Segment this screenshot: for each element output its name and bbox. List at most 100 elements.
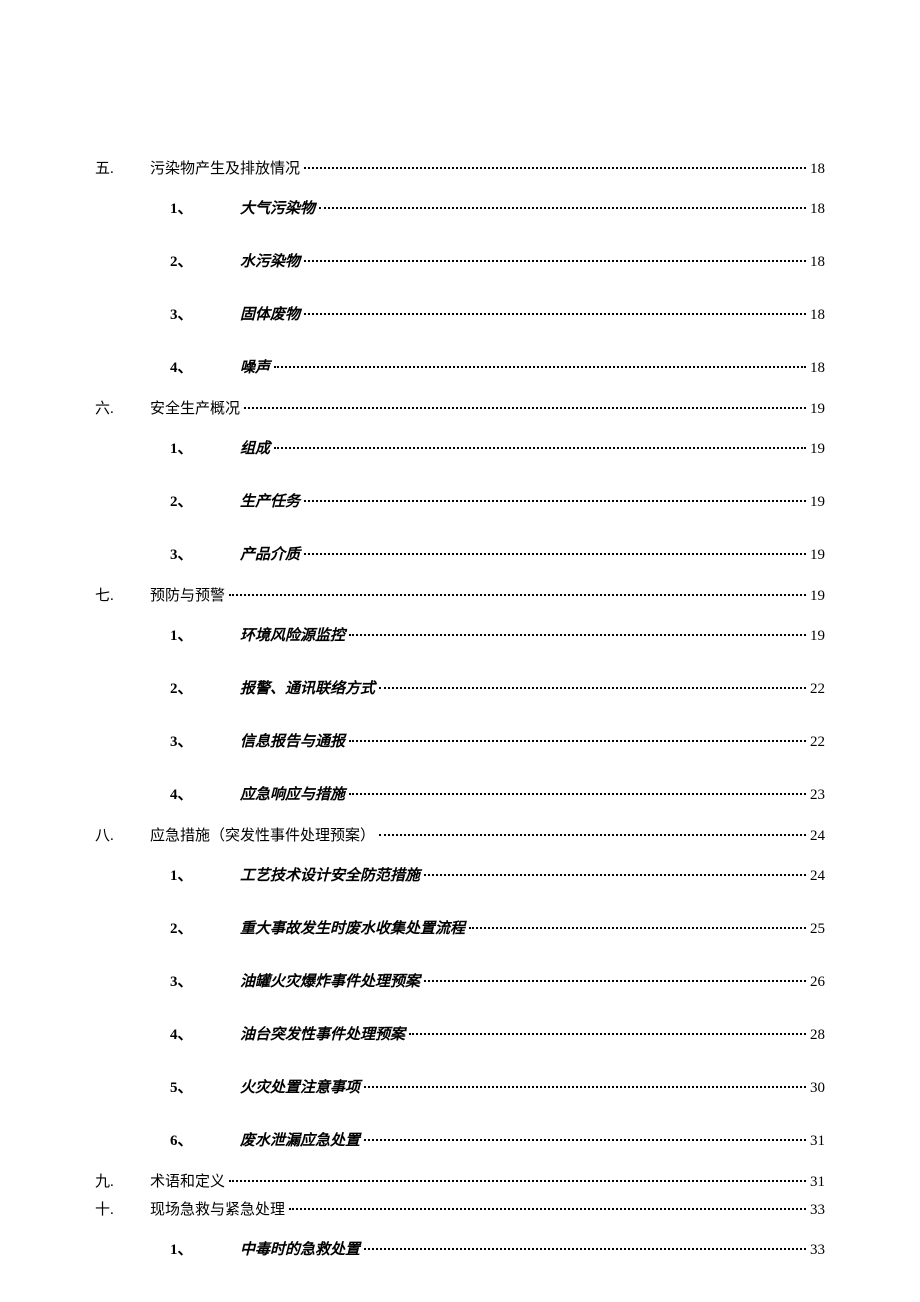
subsection-page: 19 bbox=[810, 423, 825, 476]
subsection-page: 25 bbox=[810, 903, 825, 956]
subsection-title: 中毒时的急救处置 bbox=[240, 1224, 360, 1277]
toc-subsection: 1、工艺技术设计安全防范措施 24 bbox=[170, 850, 825, 903]
subsection-page: 18 bbox=[810, 289, 825, 342]
section-page: 19 bbox=[810, 395, 825, 423]
subsection-title: 固体废物 bbox=[240, 289, 300, 342]
section-number: 五. bbox=[95, 155, 150, 183]
leader-dots bbox=[364, 1139, 806, 1141]
subsection-page: 31 bbox=[810, 1115, 825, 1168]
leader-dots bbox=[319, 207, 806, 209]
subsection-page: 19 bbox=[810, 610, 825, 663]
toc-section: 六.安全生产概况 19 bbox=[95, 395, 825, 423]
subsection-page: 22 bbox=[810, 716, 825, 769]
subsection-title: 油罐火灾爆炸事件处理预案 bbox=[240, 956, 420, 1009]
toc-section: 九.术语和定义31 bbox=[95, 1168, 825, 1196]
subsection-number: 1、 bbox=[170, 610, 240, 663]
section-number: 八. bbox=[95, 822, 150, 850]
toc-subsection: 3、固体废物 18 bbox=[170, 289, 825, 342]
leader-dots bbox=[289, 1208, 806, 1210]
subsection-page: 19 bbox=[810, 529, 825, 582]
leader-dots bbox=[349, 793, 806, 795]
leader-dots bbox=[424, 874, 806, 876]
subsection-title: 大气污染物 bbox=[240, 183, 315, 236]
toc-subsection: 4、噪声 18 bbox=[170, 342, 825, 395]
subsection-page: 26 bbox=[810, 956, 825, 1009]
subsection-number: 4、 bbox=[170, 342, 240, 395]
subsection-title: 环境风险源监控 bbox=[240, 610, 345, 663]
subsection-number: 2、 bbox=[170, 663, 240, 716]
leader-dots bbox=[364, 1248, 806, 1250]
section-title: 现场急救与紧急处理 bbox=[150, 1196, 285, 1224]
leader-dots bbox=[229, 1180, 806, 1182]
toc-subsection: 1、大气污染物18 bbox=[170, 183, 825, 236]
subsection-title: 组成 bbox=[240, 423, 270, 476]
subsection-number: 5、 bbox=[170, 1062, 240, 1115]
leader-dots bbox=[274, 366, 806, 368]
subsection-title: 噪声 bbox=[240, 342, 270, 395]
toc-subsection: 6、废水泄漏应急处置31 bbox=[170, 1115, 825, 1168]
toc-subsection: 3、油罐火灾爆炸事件处理预案 26 bbox=[170, 956, 825, 1009]
subsection-number: 1、 bbox=[170, 183, 240, 236]
leader-dots bbox=[364, 1086, 806, 1088]
toc-section: 十.现场急救与紧急处理 33 bbox=[95, 1196, 825, 1224]
subsection-page: 22 bbox=[810, 663, 825, 716]
leader-dots bbox=[469, 927, 806, 929]
subsection-number: 1、 bbox=[170, 850, 240, 903]
leader-dots bbox=[304, 167, 806, 169]
leader-dots bbox=[274, 447, 806, 449]
subsection-title: 工艺技术设计安全防范措施 bbox=[240, 850, 420, 903]
subsection-title: 信息报告与通报 bbox=[240, 716, 345, 769]
subsection-number: 2、 bbox=[170, 236, 240, 289]
section-page: 33 bbox=[810, 1196, 825, 1224]
subsection-number: 6、 bbox=[170, 1115, 240, 1168]
section-page: 24 bbox=[810, 822, 825, 850]
section-page: 31 bbox=[810, 1168, 825, 1196]
subsection-page: 18 bbox=[810, 342, 825, 395]
section-page: 19 bbox=[810, 582, 825, 610]
toc-subsection: 1、中毒时的急救处置 33 bbox=[170, 1224, 825, 1277]
subsection-page: 28 bbox=[810, 1009, 825, 1062]
toc-subsection: 4、应急响应与措施23 bbox=[170, 769, 825, 822]
table-of-contents: 五.污染物产生及排放情况181、大气污染物182、水污染物183、固体废物184… bbox=[95, 155, 825, 1277]
subsection-page: 18 bbox=[810, 236, 825, 289]
subsection-page: 30 bbox=[810, 1062, 825, 1115]
subsection-title: 产品介质 bbox=[240, 529, 300, 582]
subsection-title: 水污染物 bbox=[240, 236, 300, 289]
subsection-number: 3、 bbox=[170, 289, 240, 342]
leader-dots bbox=[349, 634, 806, 636]
section-title: 污染物产生及排放情况 bbox=[150, 155, 300, 183]
toc-subsection: 2、生产任务19 bbox=[170, 476, 825, 529]
section-title: 预防与预警 bbox=[150, 582, 225, 610]
leader-dots bbox=[304, 500, 806, 502]
subsection-number: 1、 bbox=[170, 1224, 240, 1277]
section-number: 十. bbox=[95, 1196, 150, 1224]
section-number: 七. bbox=[95, 582, 150, 610]
subsection-number: 4、 bbox=[170, 1009, 240, 1062]
subsection-title: 报警、通讯联络方式 bbox=[240, 663, 375, 716]
subsection-number: 2、 bbox=[170, 903, 240, 956]
toc-section: 五.污染物产生及排放情况 18 bbox=[95, 155, 825, 183]
toc-subsection: 4、油台突发性事件处理预案 28 bbox=[170, 1009, 825, 1062]
leader-dots bbox=[304, 553, 806, 555]
subsection-page: 33 bbox=[810, 1224, 825, 1277]
subsection-number: 3、 bbox=[170, 956, 240, 1009]
leader-dots bbox=[409, 1033, 806, 1035]
subsection-title: 油台突发性事件处理预案 bbox=[240, 1009, 405, 1062]
toc-section: 八.应急措施（突发性事件处理预案）24 bbox=[95, 822, 825, 850]
section-title: 安全生产概况 bbox=[150, 395, 240, 423]
leader-dots bbox=[379, 834, 806, 836]
toc-subsection: 1、组成19 bbox=[170, 423, 825, 476]
leader-dots bbox=[424, 980, 806, 982]
subsection-number: 3、 bbox=[170, 529, 240, 582]
subsection-page: 23 bbox=[810, 769, 825, 822]
subsection-title: 生产任务 bbox=[240, 476, 300, 529]
section-title: 术语和定义 bbox=[150, 1168, 225, 1196]
section-page: 18 bbox=[810, 155, 825, 183]
toc-subsection: 1、环境风险源监控 19 bbox=[170, 610, 825, 663]
leader-dots bbox=[304, 260, 806, 262]
section-number: 六. bbox=[95, 395, 150, 423]
leader-dots bbox=[349, 740, 806, 742]
leader-dots bbox=[229, 594, 806, 596]
subsection-page: 24 bbox=[810, 850, 825, 903]
subsection-number: 2、 bbox=[170, 476, 240, 529]
